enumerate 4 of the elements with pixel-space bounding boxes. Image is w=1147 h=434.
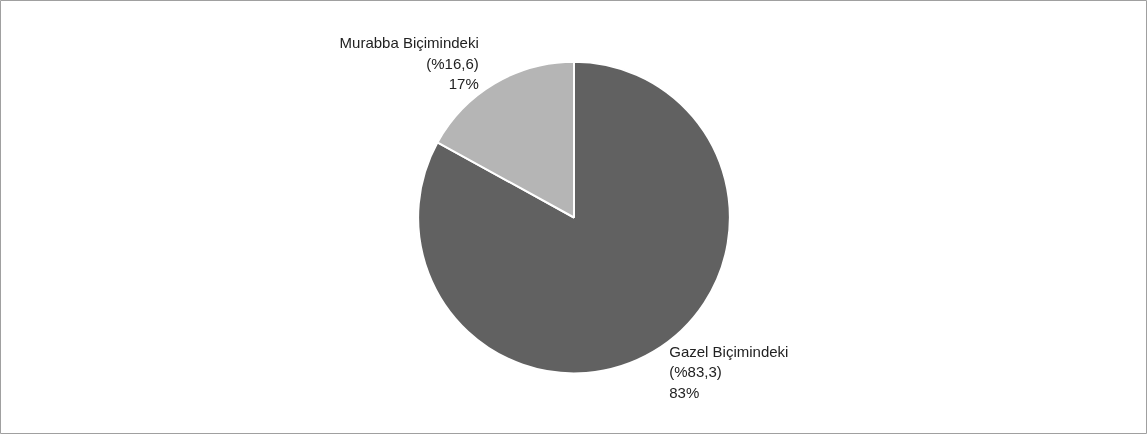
slice-label: Murabba Biçimindeki (%16,6): [339, 34, 479, 72]
slice-label: Gazel Biçimindeki (%83,3): [669, 343, 789, 381]
data-label: 17%: [448, 74, 479, 92]
data-label: 83%: [669, 383, 700, 401]
